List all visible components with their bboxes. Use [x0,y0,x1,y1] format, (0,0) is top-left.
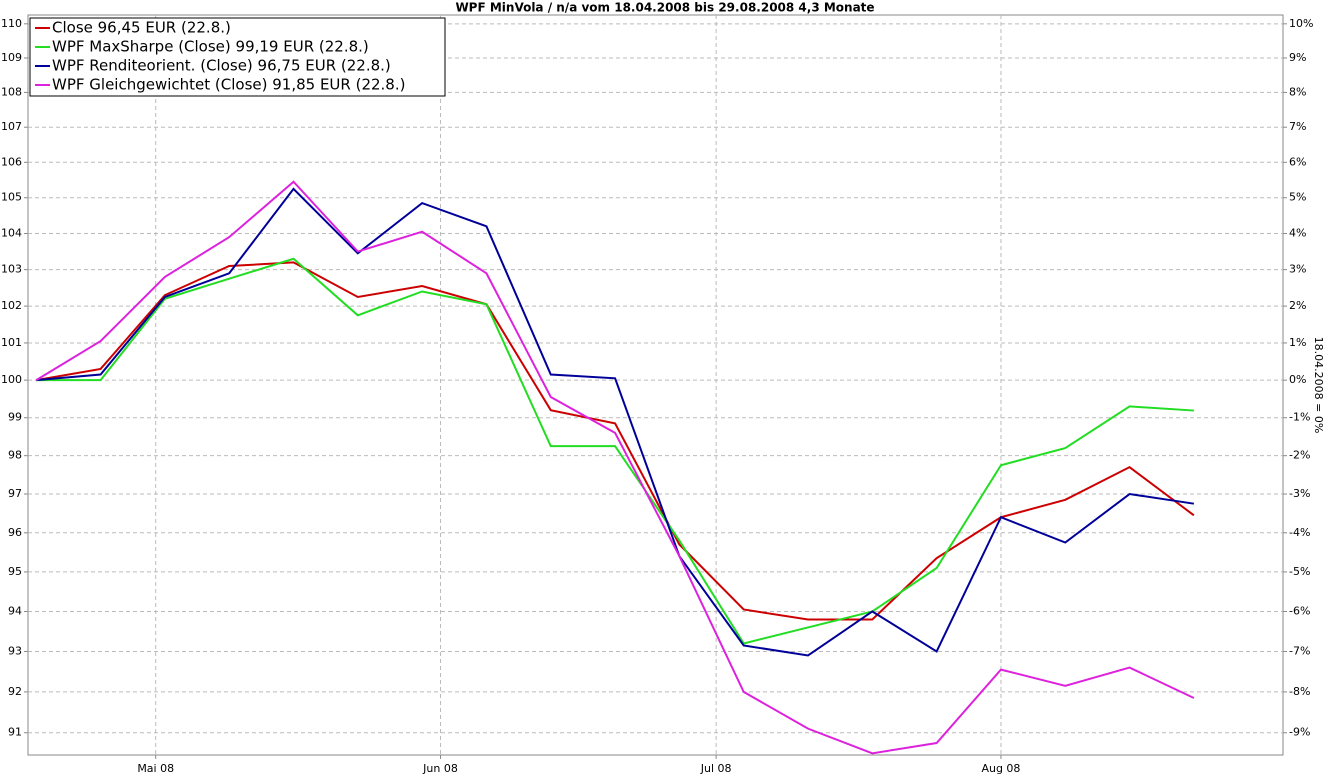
y2-tick-label: 3% [1289,263,1306,276]
y-tick-label: 98 [8,449,22,462]
series-line [35,180,1195,755]
legend-label: WPF MaxSharpe (Close) 99,19 EUR (22.8.) [52,38,369,56]
y-tick-label: 106 [1,155,22,168]
y-tick-label: 102 [1,299,22,312]
y-tick-label: 96 [8,526,22,539]
legend-label: Close 96,45 EUR (22.8.) [52,19,231,37]
legend-box [29,17,446,97]
y2-tick-label: 9% [1289,51,1306,64]
y2-tick-label: 0% [1289,373,1306,386]
y-tick-label: 97 [8,487,22,500]
y2-tick-label: 4% [1289,227,1306,240]
y2-tick-label: -8% [1289,685,1310,698]
x-tick-label: Jul 08 [700,762,732,775]
x-tick-label: Aug 08 [981,762,1020,775]
y2-tick-label: 5% [1289,191,1306,204]
y2-tick-label: -6% [1289,604,1310,617]
y-tick-label: 93 [8,644,22,657]
y2-tick-label: -3% [1289,487,1310,500]
y-tick-label: 108 [1,85,22,98]
y2-tick-label: 10% [1289,17,1313,30]
series-line [36,187,1195,657]
y-tick-label: 109 [1,51,22,64]
series-line [36,257,1194,645]
y-tick-label: 94 [8,604,22,617]
y-tick-label: 99 [8,411,22,424]
y-tick-label: 95 [8,565,22,578]
y2-tick-label: -7% [1289,644,1310,657]
y2-tick-label: -9% [1289,726,1310,739]
y2-axis-label: 18.04.2008 = 0% [1312,337,1325,434]
y2-tick-label: -4% [1289,526,1310,539]
x-tick-label: Jun 08 [422,762,458,775]
y2-tick-label: 7% [1289,120,1306,133]
y2-tick-label: -5% [1289,565,1310,578]
chart-title: WPF MinVola / n/a vom 18.04.2008 bis 29.… [455,1,874,15]
plot-area [27,14,1284,756]
y2-tick-label: -2% [1289,449,1310,462]
y-tick-label: 100 [1,373,22,386]
y-tick-label: 101 [1,336,22,349]
y-tick-label: 107 [1,120,22,133]
x-tick-label: Mai 08 [137,762,174,775]
y-tick-label: 92 [8,685,22,698]
y-tick-label: 105 [1,191,22,204]
legend-label: WPF Gleichgewichtet (Close) 91,85 EUR (2… [52,76,405,94]
y-tick-label: 104 [1,227,22,240]
y2-tick-label: 8% [1289,85,1306,98]
y2-tick-label: -1% [1289,411,1310,424]
y-tick-label: 103 [1,263,22,276]
y2-tick-label: 1% [1289,336,1306,349]
y-tick-label: 91 [8,726,22,739]
legend-label: WPF Renditeorient. (Close) 96,75 EUR (22… [52,57,391,75]
y-tick-label: 110 [1,17,22,30]
y2-tick-label: 6% [1289,155,1306,168]
y2-tick-label: 2% [1289,299,1306,312]
